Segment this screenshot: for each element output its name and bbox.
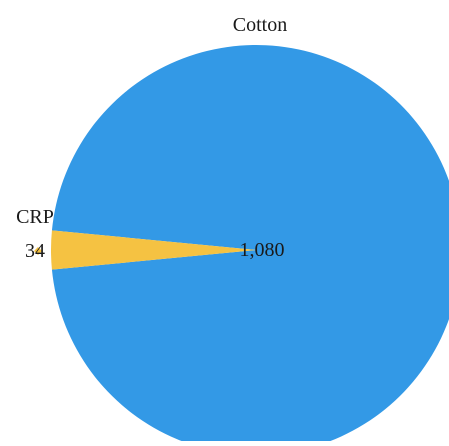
pie-slices [34, 45, 449, 446]
slice-value-cotton: 1,080 [240, 239, 285, 261]
pie-slice-crp [50, 230, 257, 270]
pie-slice-cotton [51, 45, 449, 446]
slice-value-crp: 34 [25, 240, 45, 262]
slice-label-crp: CRP [16, 206, 54, 228]
slice-label-cotton: Cotton [233, 14, 287, 36]
pie-slice-crp-marker [34, 247, 42, 255]
